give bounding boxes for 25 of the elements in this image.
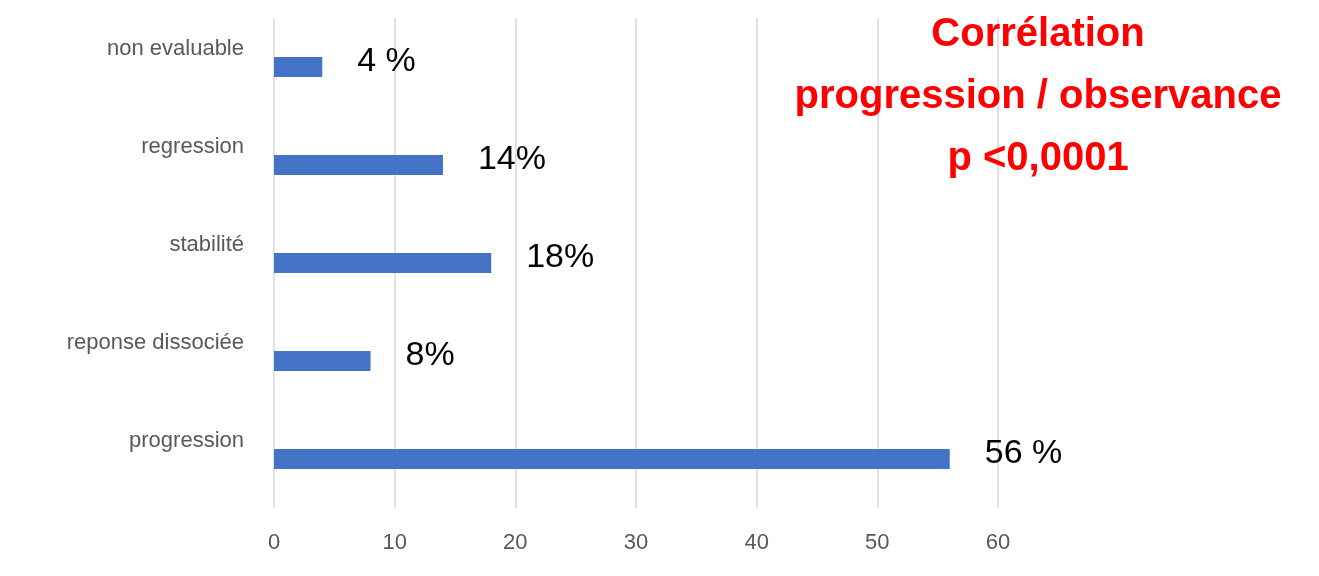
x-tick-label: 20 bbox=[503, 528, 528, 554]
data-label: 14% bbox=[477, 138, 546, 176]
bar bbox=[274, 57, 323, 77]
y-tick-label: non evaluable bbox=[106, 34, 244, 60]
x-tick-label: 50 bbox=[865, 528, 890, 554]
bar bbox=[274, 351, 371, 371]
bar bbox=[274, 155, 443, 175]
y-tick-label: stabilité bbox=[169, 230, 244, 256]
data-label: 56 % bbox=[984, 432, 1063, 470]
y-tick-label: progression bbox=[129, 426, 244, 452]
y-tick-label: regression bbox=[141, 132, 244, 158]
data-label: 4 % bbox=[357, 40, 416, 78]
y-tick-label: reponse dissociée bbox=[66, 328, 244, 354]
x-tick-label: 10 bbox=[382, 528, 407, 554]
x-tick-label: 60 bbox=[985, 528, 1011, 554]
x-tick-label: 0 bbox=[267, 528, 281, 554]
data-label: 8% bbox=[405, 334, 455, 372]
annotation: p <0,0001 bbox=[947, 134, 1129, 178]
annotation: progression / observance bbox=[794, 72, 1282, 116]
bar bbox=[274, 253, 492, 273]
bar bbox=[274, 449, 950, 469]
data-label: 18% bbox=[526, 236, 595, 274]
x-tick-label: 30 bbox=[623, 528, 649, 554]
annotation: Corrélation bbox=[931, 10, 1145, 54]
x-tick-label: 40 bbox=[744, 528, 769, 554]
